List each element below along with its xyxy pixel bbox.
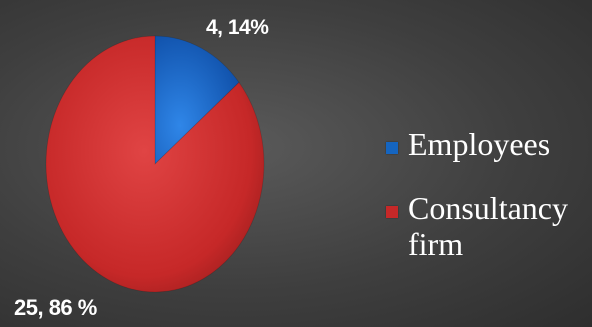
legend: Employees Consultancy firm [386, 126, 592, 262]
pie-slice-employees [154, 35, 240, 165]
legend-item-consultancy-firm: Consultancy firm [386, 190, 592, 262]
legend-item-employees: Employees [386, 126, 592, 162]
data-label-consultancy-firm: 25, 86 % [14, 295, 97, 320]
legend-label-employees: Employees [408, 126, 551, 162]
legend-swatch-employees [386, 142, 398, 154]
legend-label-consultancy-firm: Consultancy firm [408, 190, 568, 262]
data-label-employees: 4, 14% [206, 16, 269, 39]
legend-swatch-consultancy-firm [386, 206, 398, 218]
pie-slice-consultancy-firm [45, 35, 265, 293]
